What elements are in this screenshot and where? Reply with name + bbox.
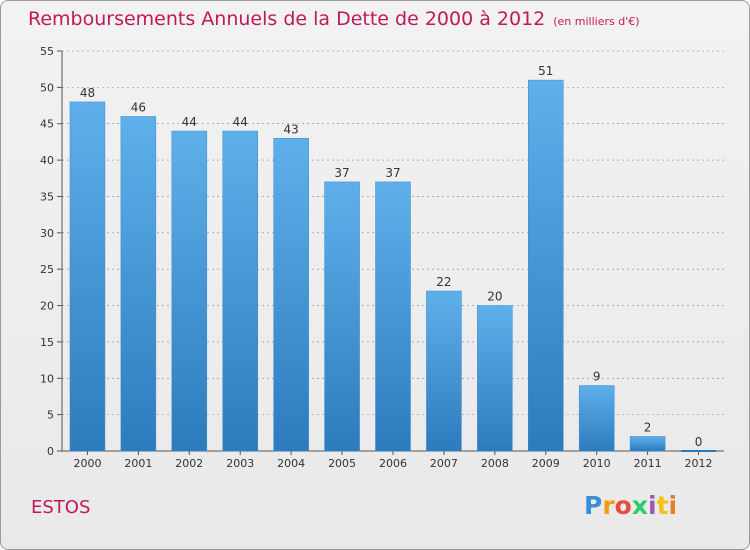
x-tick-label: 2010 [583,457,611,470]
y-tick-label: 30 [40,227,54,240]
data-label: 2 [644,420,652,434]
data-label: 0 [695,435,703,449]
logo-letter: r [602,491,615,520]
bar-2003 [222,130,258,452]
data-label: 48 [80,86,95,100]
data-label: 44 [233,115,248,129]
y-tick-label: 10 [40,372,54,385]
data-label: 22 [436,275,451,289]
data-label: 43 [284,122,299,136]
x-tick-label: 2012 [685,457,713,470]
y-tick-label: 40 [40,154,54,167]
x-tick-label: 2005 [328,457,356,470]
proxiti-logo: Proxiti [584,491,677,520]
bar-2000 [69,101,106,452]
bar-2001 [120,116,157,452]
bar-2006 [375,181,411,452]
bar-2002 [171,130,208,452]
x-tick-label: 2000 [73,457,101,470]
bar-2010 [578,385,615,452]
bars [69,79,717,452]
logo-letter: i [648,491,657,520]
y-tick-label: 50 [40,81,54,94]
bar-2005 [324,181,360,452]
data-label: 37 [385,166,400,180]
y-tick-label: 20 [40,300,54,313]
y-tick-label: 15 [40,336,54,349]
bar-2004 [273,138,309,452]
data-label: 9 [593,370,601,384]
bar-2011 [629,436,666,452]
logo-letter: i [668,491,678,520]
data-label: 44 [182,115,197,129]
x-tick-label: 2009 [532,457,560,470]
x-tick-label: 2004 [277,457,305,470]
commune-name: ESTOS [31,497,91,518]
chart-unit: (en milliers d'€) [553,15,640,28]
x-tick-label: 2001 [124,457,152,470]
y-tick-label: 35 [40,190,54,203]
x-tick-label: 2002 [175,457,203,470]
logo-letter: t [656,491,669,520]
logo-letter: x [631,491,648,520]
data-label: 20 [487,290,502,304]
bar-2009 [528,79,564,452]
chart-title-text: Remboursements Annuels de la Dette de 20… [28,8,546,30]
y-tick-label: 5 [47,409,54,422]
y-tick-label: 45 [40,118,54,131]
x-tick-label: 2006 [379,457,407,470]
x-tick-label: 2008 [481,457,509,470]
x-tick-label: 2007 [430,457,458,470]
y-tick-label: 0 [47,445,54,458]
chart-title: Remboursements Annuels de la Dette de 20… [28,8,640,30]
data-label: 51 [538,64,553,78]
logo-letter: P [584,491,603,520]
y-tick-label: 55 [40,45,54,58]
x-tick-label: 2003 [226,457,254,470]
data-label: 37 [334,166,349,180]
y-tick-label: 25 [40,263,54,276]
bar-2007 [426,290,462,452]
bar-2008 [477,305,513,452]
logo-letter: o [614,491,632,520]
x-tick-label: 2011 [634,457,662,470]
data-label: 46 [131,100,146,114]
